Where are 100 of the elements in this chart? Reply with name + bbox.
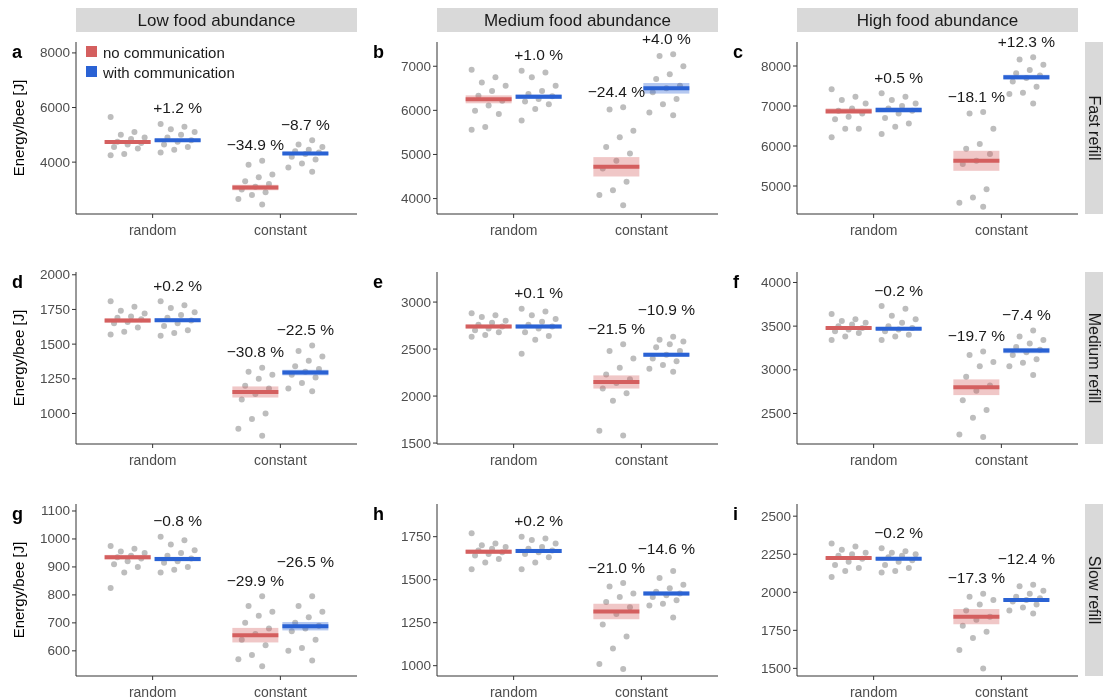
y-tick-label: 6000: [39, 100, 70, 116]
annotation: −21.0 %: [587, 558, 646, 576]
x-tick-label: random: [128, 684, 177, 700]
y2-axis-title: Slow refill: [1085, 555, 1103, 625]
y-tick-label: 8000: [39, 45, 70, 61]
chart-title: c: [733, 42, 744, 62]
y-tick-label: 2500: [760, 405, 791, 421]
x-tick-label: random: [849, 222, 898, 238]
y-tick-label: 4000: [760, 274, 791, 290]
annotation: +0.2 %: [153, 276, 203, 294]
y-tick-label: 1750: [400, 529, 431, 545]
chart-title: e: [373, 272, 384, 292]
annotation: −30.8 %: [226, 343, 285, 361]
y-tick-label: 8000: [760, 58, 791, 74]
chart-subtitle: Low food abundance: [137, 10, 296, 30]
chart-title: b: [373, 42, 384, 62]
y-tick-label: 5000: [400, 146, 431, 162]
y-axis-title: Energy/bee [J]: [9, 79, 27, 177]
annotation: −10.9 %: [637, 300, 696, 318]
y-tick-label: 1000: [400, 658, 431, 674]
y-tick-label: 2500: [400, 341, 431, 357]
annotation: −26.5 %: [276, 552, 335, 570]
y-tick-label: 2000: [39, 267, 70, 283]
x-tick-label: constant: [253, 684, 307, 700]
x-tick-label: random: [849, 452, 898, 468]
y2-axis-title: Fast refill: [1085, 95, 1103, 161]
y-tick-label: 1250: [39, 371, 70, 387]
y-axis-title: Energy/bee [J]: [9, 541, 27, 639]
chart-title: g: [12, 504, 23, 524]
annotation: −7.4 %: [1002, 306, 1051, 323]
y-tick-label: 2250: [760, 546, 791, 562]
y-tick-label: 1000: [39, 405, 70, 421]
y2-axis-title: Medium refill: [1085, 312, 1103, 404]
x-tick-label: constant: [253, 452, 307, 468]
x-tick-label: constant: [974, 684, 1028, 700]
annotation: −22.5 %: [276, 321, 335, 339]
y-tick-label: 1100: [40, 503, 70, 519]
annotation: +4.0 %: [642, 29, 691, 47]
y-tick-label: 5000: [760, 178, 791, 194]
y-tick-label: 1250: [400, 615, 431, 631]
annotation: −18.1 %: [947, 87, 1006, 105]
y-tick-label: 4000: [400, 191, 431, 207]
annotation: −17.3 %: [947, 569, 1006, 587]
y-tick-label: 1500: [400, 435, 431, 451]
y-tick-label: 800: [47, 587, 70, 603]
x-tick-label: random: [489, 684, 538, 700]
annotation: +0.2 %: [514, 512, 564, 530]
annotation: −19.7 %: [947, 326, 1006, 344]
y-tick-label: 3000: [760, 362, 791, 378]
annotation: +1.2 %: [153, 99, 203, 117]
annotation: −0.2 %: [874, 281, 924, 299]
y-tick-label: 4000: [39, 154, 70, 170]
chart-title: i: [733, 504, 739, 524]
annotation: −8.7 %: [281, 115, 330, 133]
annotation: −14.6 %: [637, 539, 696, 557]
y-axis-title: Energy/bee [J]: [9, 309, 27, 407]
y-tick-label: 900: [47, 559, 70, 575]
y-tick-label: 700: [47, 615, 70, 631]
x-tick-label: constant: [974, 222, 1028, 238]
chart-title: h: [373, 504, 384, 524]
x-tick-label: constant: [253, 222, 307, 238]
x-tick-label: random: [489, 222, 538, 238]
y-tick-label: 1500: [39, 336, 70, 352]
annotation: −0.2 %: [874, 523, 924, 541]
annotation: −29.9 %: [226, 571, 285, 589]
y-tick-label: 600: [47, 643, 70, 659]
chart-subtitle: High food abundance: [856, 10, 1019, 30]
chart-subtitle: Medium food abundance: [483, 10, 672, 30]
y-tick-label: 2500: [760, 508, 791, 524]
annotation: −12.4 %: [997, 550, 1056, 568]
y-tick-label: 2000: [760, 584, 791, 600]
x-tick-label: random: [128, 452, 177, 468]
x-tick-label: random: [128, 222, 177, 238]
annotation: +12.3 %: [997, 32, 1056, 50]
annotation: +0.1 %: [514, 284, 564, 302]
x-tick-label: constant: [614, 222, 668, 238]
y-tick-label: 1750: [39, 301, 70, 317]
x-tick-label: constant: [614, 452, 668, 468]
x-tick-label: constant: [974, 452, 1028, 468]
annotation: −21.5 %: [587, 319, 646, 337]
y-tick-label: 3500: [760, 318, 791, 334]
y-tick-label: 3000: [400, 294, 431, 310]
x-tick-label: random: [489, 452, 538, 468]
annotation: −34.9 %: [226, 136, 285, 154]
y-tick-label: 1750: [760, 622, 791, 638]
y-tick-label: 2000: [400, 388, 431, 404]
y-tick-label: 1500: [400, 572, 431, 588]
chart-title: d: [12, 272, 23, 292]
y-tick-label: 6000: [400, 102, 431, 118]
y-tick-label: 6000: [760, 138, 791, 154]
x-tick-label: constant: [614, 684, 668, 700]
annotation: +0.5 %: [874, 68, 924, 86]
y-tick-label: 7000: [760, 98, 791, 114]
x-tick-label: random: [849, 684, 898, 700]
annotation: +1.0 %: [514, 46, 564, 64]
annotation: −24.4 %: [587, 82, 646, 100]
legend-label: no communication: [103, 43, 225, 61]
y-tick-label: 1500: [760, 660, 791, 676]
chart-title: a: [12, 42, 23, 62]
annotation: −0.8 %: [153, 512, 203, 530]
